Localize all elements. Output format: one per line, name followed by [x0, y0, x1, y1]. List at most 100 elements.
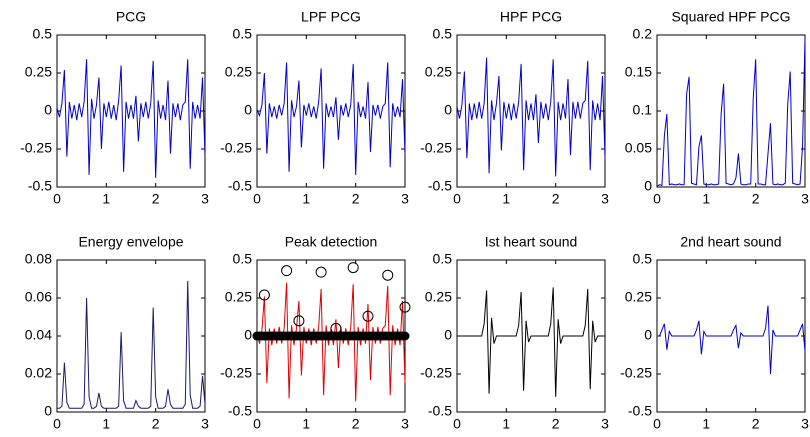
y-tick-label: 0.25 [425, 289, 452, 305]
y-tick-label: -0.25 [220, 140, 252, 156]
plot-layer [656, 38, 806, 187]
chart-title: Peak detection [285, 234, 378, 250]
plot-layer [657, 305, 806, 375]
plot-layer [256, 62, 406, 175]
y-tick-label: 0.5 [233, 251, 253, 267]
y-tick-label: 0.02 [25, 365, 52, 381]
y-tick-label: 0.08 [25, 251, 52, 267]
y-tick-label: 0 [44, 102, 52, 118]
y-tick-label: 0.25 [625, 289, 652, 305]
signal-line [656, 38, 806, 187]
x-tick-label: 0 [253, 191, 261, 207]
signal-line [456, 57, 606, 177]
x-tick-label: 2 [752, 416, 760, 432]
axes-box [56, 34, 206, 188]
x-tick-label: 1 [502, 416, 510, 432]
y-tick-label: 0 [644, 327, 652, 343]
y-tick-label: -0.25 [620, 365, 652, 381]
y-tick-label: -0.5 [628, 403, 652, 419]
x-tick-label: 0 [253, 416, 261, 432]
peak-marker [399, 301, 411, 313]
peak-marker [281, 265, 293, 277]
y-tick-label: 0.5 [233, 26, 253, 42]
signal-line [457, 287, 605, 397]
axes-box [256, 34, 406, 188]
x-tick-label: 2 [552, 416, 560, 432]
peak-marker [293, 315, 305, 327]
y-tick-label: 0 [44, 403, 52, 419]
x-tick-label: 3 [801, 191, 809, 207]
x-tick-label: 0 [53, 416, 61, 432]
axes-box [456, 34, 606, 188]
y-tick-label: 0.5 [633, 251, 653, 267]
x-tick-label: 3 [601, 416, 609, 432]
x-tick-label: 1 [502, 191, 510, 207]
y-tick-label: 0.15 [625, 64, 652, 80]
y-tick-label: 0.25 [225, 64, 252, 80]
point-marker [400, 331, 410, 341]
x-tick-label: 0 [453, 191, 461, 207]
y-tick-label: 0 [444, 327, 452, 343]
signal-line [657, 305, 806, 375]
y-tick-label: -0.5 [228, 403, 252, 419]
y-tick-label: -0.25 [420, 140, 452, 156]
x-tick-label: 1 [302, 416, 310, 432]
signal-line [57, 280, 206, 409]
x-tick-label: 2 [352, 416, 360, 432]
peak-marker [382, 269, 394, 281]
y-tick-label: 0 [244, 327, 252, 343]
x-tick-label: 3 [801, 416, 809, 432]
x-tick-label: 1 [702, 191, 710, 207]
x-tick-label: 1 [302, 191, 310, 207]
y-tick-label: 0.5 [433, 26, 453, 42]
y-tick-label: 0.05 [625, 140, 652, 156]
x-tick-label: 2 [752, 191, 760, 207]
x-tick-label: 0 [453, 416, 461, 432]
y-tick-label: 0.2 [633, 26, 653, 42]
x-tick-label: 3 [201, 191, 209, 207]
axes-box [656, 34, 806, 188]
y-tick-label: 0.25 [225, 289, 252, 305]
chart-title: HPF PCG [500, 9, 562, 25]
plot-layer [56, 59, 206, 178]
plot-layer [457, 287, 605, 397]
x-tick-label: 2 [152, 191, 160, 207]
y-tick-label: 0 [444, 102, 452, 118]
chart-title: Ist heart sound [485, 234, 578, 250]
y-tick-label: -0.25 [420, 365, 452, 381]
x-tick-label: 0 [653, 191, 661, 207]
chart-title: 2nd heart sound [680, 234, 781, 250]
x-tick-label: 1 [102, 416, 110, 432]
x-tick-label: 2 [152, 416, 160, 432]
chart-title: PCG [116, 9, 146, 25]
axes-box [56, 259, 206, 413]
x-tick-label: 3 [401, 416, 409, 432]
x-tick-label: 3 [401, 191, 409, 207]
plot-layer [456, 57, 606, 177]
y-tick-label: 0.04 [25, 327, 52, 343]
y-tick-label: -0.5 [428, 403, 452, 419]
x-tick-label: 1 [702, 416, 710, 432]
peak-marker [330, 322, 342, 334]
x-tick-label: 2 [552, 191, 560, 207]
x-tick-label: 3 [201, 416, 209, 432]
x-tick-label: 1 [102, 191, 110, 207]
signal-line [56, 59, 206, 178]
peak-marker [315, 266, 327, 278]
y-tick-label: 0.5 [33, 26, 53, 42]
y-tick-label: -0.5 [228, 178, 252, 194]
y-tick-label: -0.5 [28, 178, 52, 194]
plot-layer [252, 262, 411, 402]
x-tick-label: 3 [601, 191, 609, 207]
chart-title: Energy envelope [78, 234, 183, 250]
y-tick-label: 0.5 [433, 251, 453, 267]
chart-title: LPF PCG [301, 9, 361, 25]
y-tick-label: 0.25 [25, 64, 52, 80]
chart-title: Squared HPF PCG [671, 9, 790, 25]
peak-marker [347, 262, 359, 274]
y-tick-label: 0.1 [633, 102, 653, 118]
y-tick-label: -0.25 [220, 365, 252, 381]
x-tick-label: 0 [53, 191, 61, 207]
